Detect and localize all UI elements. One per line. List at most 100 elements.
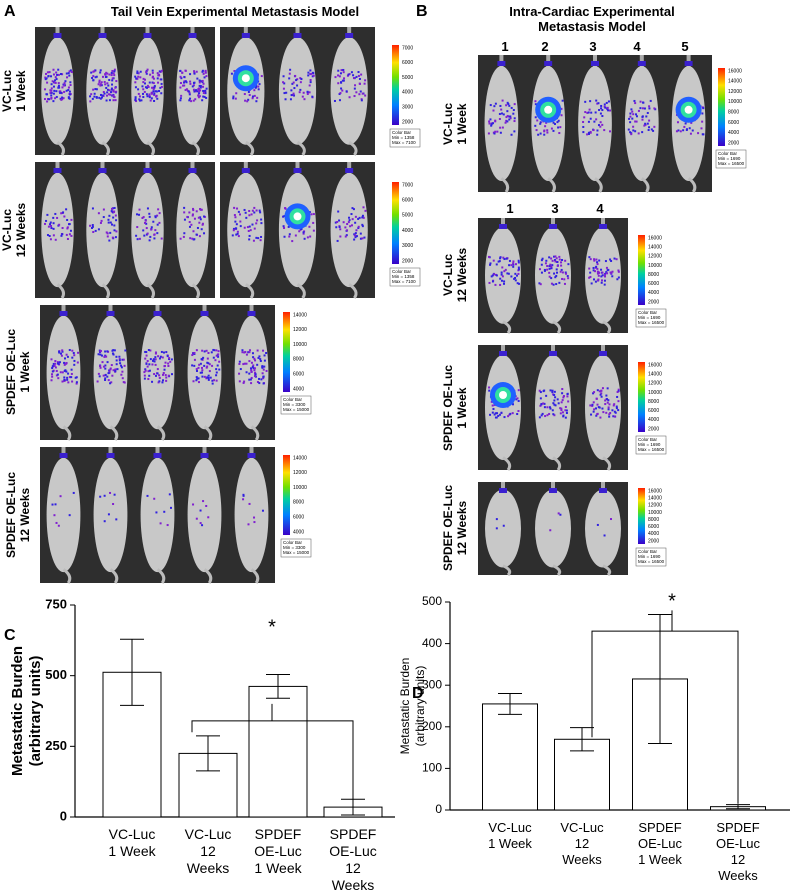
- signal: [145, 227, 148, 230]
- signal: [54, 79, 57, 82]
- signal: [603, 105, 606, 108]
- signal: [159, 522, 162, 525]
- signal: [499, 283, 502, 286]
- signal: [59, 352, 62, 355]
- signal: [115, 230, 118, 233]
- signal: [90, 93, 93, 96]
- signal: [259, 359, 262, 362]
- color-bar-tick: 14000: [728, 79, 742, 85]
- signal: [206, 361, 209, 364]
- signal: [599, 121, 602, 124]
- signal: [631, 117, 634, 120]
- signal: [73, 363, 76, 366]
- signal: [90, 71, 93, 74]
- signal: [561, 411, 564, 414]
- signal: [567, 400, 570, 403]
- signal: [202, 82, 205, 85]
- signal: [136, 226, 139, 229]
- signal: [543, 133, 546, 136]
- signal: [153, 360, 156, 363]
- signal: [261, 366, 264, 369]
- signal: [589, 258, 592, 261]
- signal: [338, 219, 341, 222]
- signal: [512, 112, 515, 115]
- signal: [107, 372, 110, 375]
- color-bar-tick: 3000: [402, 105, 413, 111]
- signal: [601, 115, 604, 118]
- bar: [482, 703, 538, 811]
- signal: [599, 416, 602, 419]
- signal: [192, 207, 195, 210]
- signal: [541, 257, 544, 260]
- signal: [497, 414, 500, 417]
- signal: [646, 122, 649, 125]
- signal: [114, 86, 117, 89]
- signal: [282, 75, 285, 78]
- signal: [66, 76, 69, 79]
- signal: [615, 405, 618, 408]
- signal: [689, 132, 692, 135]
- mouse-number: 2: [541, 39, 548, 54]
- signal: [68, 97, 71, 100]
- signal: [111, 352, 114, 355]
- signal: [501, 266, 504, 269]
- row-label: VC-Luc12 Weeks: [441, 247, 469, 302]
- signal: [590, 413, 593, 416]
- signal: [143, 33, 152, 38]
- tail: [56, 283, 65, 299]
- signal: [593, 408, 596, 411]
- signal: [556, 398, 559, 401]
- signal: [354, 221, 357, 224]
- signal: [534, 103, 537, 106]
- signal: [51, 370, 54, 373]
- signal: [157, 381, 160, 384]
- signal: [56, 373, 59, 376]
- signal: [166, 524, 169, 527]
- signal: [60, 354, 63, 357]
- signal: [46, 81, 49, 84]
- mouse: [41, 37, 74, 145]
- signal: [243, 351, 246, 354]
- signal: [291, 240, 294, 243]
- signal: [593, 278, 596, 281]
- signal: [152, 220, 155, 223]
- signal: [357, 74, 360, 77]
- signal: [597, 102, 600, 105]
- signal: [48, 223, 51, 226]
- mouse: [86, 172, 119, 288]
- signal: [66, 218, 69, 221]
- y-tick-label: 400: [422, 636, 442, 650]
- signal: [252, 367, 255, 370]
- signal: [63, 215, 66, 218]
- signal: [77, 351, 80, 354]
- signal: [599, 351, 607, 356]
- color-bar-tick: 16000: [648, 235, 662, 241]
- signal: [510, 264, 513, 267]
- signal: [242, 493, 245, 496]
- signal: [250, 376, 253, 379]
- signal: [124, 349, 127, 352]
- signal: [251, 352, 254, 355]
- tail: [62, 425, 72, 441]
- signal: [142, 88, 145, 91]
- signal: [115, 219, 118, 222]
- signal: [62, 211, 65, 214]
- signal: [113, 68, 116, 71]
- signal: [600, 107, 603, 110]
- signal: [203, 350, 206, 353]
- signal: [546, 406, 549, 409]
- signal: [560, 114, 563, 117]
- tail: [109, 568, 119, 584]
- signal: [241, 351, 244, 354]
- signal: [517, 266, 520, 269]
- signal: [292, 81, 295, 84]
- signal: [354, 236, 357, 239]
- signal: [493, 132, 496, 135]
- signal: [358, 82, 361, 85]
- signal: [68, 74, 71, 77]
- signal: [565, 411, 568, 414]
- signal: [207, 516, 210, 519]
- signal: [54, 81, 57, 84]
- signal: [158, 357, 161, 360]
- signal: [99, 495, 102, 498]
